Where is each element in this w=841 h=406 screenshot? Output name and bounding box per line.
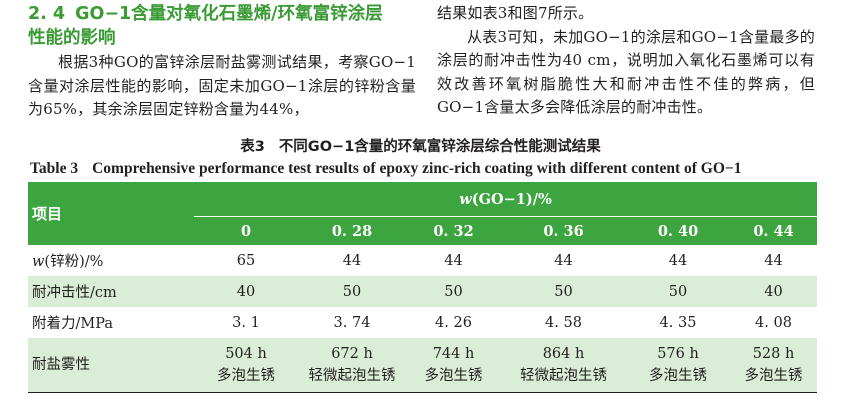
left-column: 2. 4 GO−1含量对氧化石墨烯/环氧富锌涂层 性能的影响 根据3种GO的富锌涂… [28,2,416,122]
row-label: w(锌粉)/% [32,254,104,270]
table-cell: 744 h 多泡生锈 [406,338,501,393]
table-cell: 50 [406,276,501,307]
table-cell: 65 [236,252,256,269]
table-cell: 50 [626,276,730,307]
column-header: 0. 44 [730,216,818,245]
table-cell: 4. 35 [659,314,697,331]
table-caption-en: Table 3 Comprehensive performance test re… [30,160,820,178]
table-row: 耐盐雾性 504 h 多泡生锈 672 h 轻微起泡生锈 744 h 多泡生锈 864… [28,338,818,393]
paragraph-left: 根据3种GO的富锌涂层耐盐雾测试结果，考察GO−1含量对涂层性能的影响，固定未加… [28,53,416,118]
table-cell: 4. 58 [545,314,582,331]
table-cell: 4. 08 [755,314,792,331]
column-header: 0. 36 [501,216,626,245]
table-cell: 44 [668,252,688,269]
table-cell: 44 [342,252,362,269]
section-number: 2. 4 [28,4,66,24]
table-cell: 50 [298,276,406,307]
paragraph-right: 从表3可知，未加GO−1的涂层和GO−1含量最多的涂层的耐冲击性为40 cm，说… [437,27,815,117]
row-label: 耐盐雾性 [28,338,194,393]
section-heading: 2. 4 GO−1含量对氧化石墨烯/环氧富锌涂层 性能的影响 [28,2,416,50]
column-header: 0. 40 [626,216,730,245]
table-number-cn: 表3 [240,139,265,155]
table-cell: 40 [730,276,818,307]
table-header-row-1: 项目 w(GO−1)/% [28,182,818,245]
table-row: 附着力/MPa 3. 1 3. 74 4. 26 4. 58 4. 35 4. … [28,307,817,338]
table-row: w(锌粉)/% 65 44 44 44 44 44 [28,245,817,276]
group-header-variable: w [459,190,472,208]
table-title-cn: 不同GO−1含量的环氧富锌涂层综合性能测试结果 [278,139,601,155]
table-caption-cn: 表3 不同GO−1含量的环氧富锌涂层综合性能测试结果 [0,138,841,156]
right-column: 结果如表3和图7所示。 从表3可知，未加GO−1的涂层和GO−1含量最多的涂层的… [437,2,815,120]
paragraph-right-continuation: 结果如表3和图7所示。 [437,4,594,22]
table-cell: 44 [764,252,783,269]
item-header: 项目 [28,182,194,245]
table-cell: 3. 1 [232,314,260,331]
table-number-en: Table 3 [30,160,79,177]
table-title-en: Comprehensive performance test results o… [92,160,742,177]
column-header: 0. 32 [406,216,501,245]
table-row: 耐冲击性/cm 40 50 50 50 50 40 [28,276,818,307]
table-cell: 50 [501,276,626,307]
table-cell: 576 h 多泡生锈 [626,338,730,393]
performance-table: 项目 w(GO−1)/% 0 0. 28 0. 32 0. 36 0. 40 0… [28,182,818,393]
column-header: 0 [194,216,298,245]
table-header-row-2: 0 0. 28 0. 32 0. 36 0. 40 0. 44 [28,216,818,245]
table-cell: 44 [444,252,463,269]
content-group-header: w(GO−1)/% [194,182,818,217]
table-cell: 3. 74 [333,314,371,331]
table-cell: 504 h 多泡生锈 [194,338,298,393]
row-label: 附着力/MPa [32,316,113,332]
column-header: 0. 28 [298,216,406,245]
section-title-line1: GO−1含量对氧化石墨烯/环氧富锌涂层 [75,4,383,24]
table-cell: 4. 26 [435,314,472,331]
table-cell: 672 h 轻微起泡生锈 [298,338,406,393]
group-header-rest: (GO−1)/% [471,190,552,208]
table-cell: 528 h 多泡生锈 [730,338,818,393]
table-cell: 40 [194,276,298,307]
row-label: 耐冲击性/cm [28,276,194,307]
section-title-line2: 性能的影响 [28,28,116,48]
table-cell: 44 [554,252,573,269]
table-cell: 864 h 轻微起泡生锈 [501,338,626,393]
